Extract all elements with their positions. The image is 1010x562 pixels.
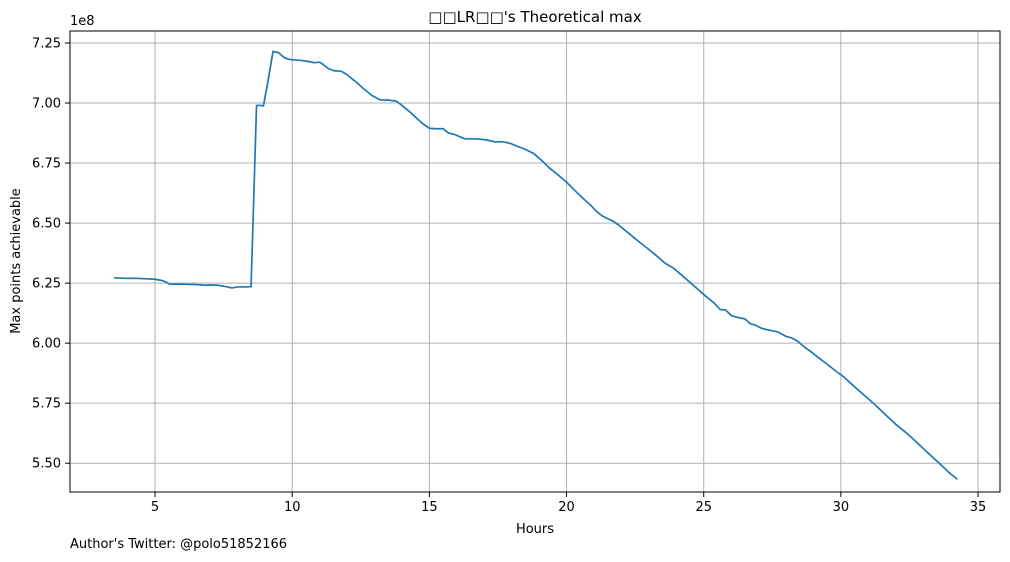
x-axis-ticks: 5 10 15 20 25 30 35	[151, 492, 986, 515]
x-tick-label: 30	[833, 500, 850, 515]
x-axis-label: Hours	[516, 522, 554, 537]
x-tick-label: 5	[151, 500, 159, 515]
x-tick-label: 35	[970, 500, 987, 515]
y-tick-label: 5.50	[32, 457, 61, 472]
x-tick-label: 20	[558, 500, 575, 515]
x-tick-label: 25	[695, 500, 712, 515]
grid-lines	[70, 31, 1000, 492]
y-scale-label: 1e8	[70, 14, 95, 29]
y-tick-label: 7.25	[32, 37, 61, 52]
y-axis-label: Max points achievable	[9, 188, 24, 334]
plot-frame	[69, 30, 1001, 493]
x-tick-label: 15	[421, 500, 438, 515]
chart-title: □□LR□□'s Theoretical max	[428, 8, 642, 26]
y-tick-label: 6.50	[32, 217, 61, 232]
y-tick-label: 6.00	[32, 337, 61, 352]
series-line	[113, 50, 958, 480]
y-tick-label: 6.75	[32, 157, 61, 172]
author-footer: Author's Twitter: @polo51852166	[70, 537, 288, 552]
x-tick-label: 10	[284, 500, 301, 515]
y-tick-label: 6.25	[32, 277, 61, 292]
y-axis-ticks: 5.50 5.75 6.00 6.25 6.50 6.75 7.00 7.25	[32, 37, 70, 472]
y-tick-label: 7.00	[32, 97, 61, 112]
y-tick-label: 5.75	[32, 397, 61, 412]
